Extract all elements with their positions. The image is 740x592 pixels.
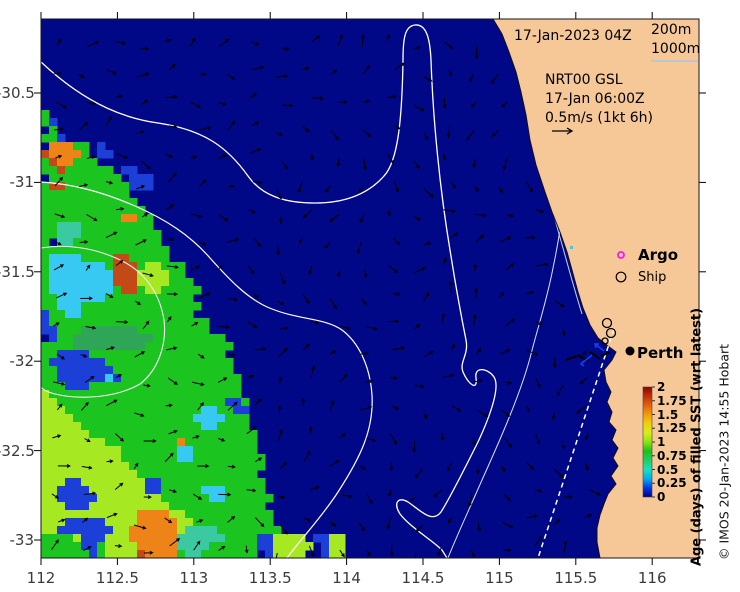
- sst-age-pixels: [41, 110, 346, 558]
- depth-label-200m: 200m: [651, 22, 692, 38]
- x-tick-label: 116: [637, 569, 667, 587]
- coastline: [492, 19, 619, 558]
- colorbar-tick-label: 0.75: [657, 448, 687, 463]
- colorbar-tick-label: 0.25: [657, 476, 687, 491]
- y-tick-label: -33: [9, 531, 35, 549]
- y-tick-label: -31.5: [0, 262, 35, 281]
- current-meter-arrows: [579, 343, 605, 367]
- vector-scale-label: 0.5m/s (1kt 6h): [545, 110, 654, 126]
- x-tick-label: 114.5: [401, 569, 445, 587]
- colorbar-tick-label: 1.5: [657, 407, 679, 422]
- x-tick-label: 115: [485, 569, 514, 587]
- legend-argo-label: Argo: [638, 246, 679, 264]
- ship-track-line: [537, 328, 615, 558]
- vector-scale-arrow: [552, 127, 574, 135]
- model-valid-time-label: 17-Jan 06:00Z: [545, 91, 645, 107]
- model-name-label: NRT00 GSL: [545, 72, 623, 88]
- colorbar-tick-label: 1: [657, 435, 666, 449]
- colorbar-tick-label: 0: [657, 490, 666, 504]
- x-tick-label: 115.5: [554, 569, 598, 587]
- legend-ship-label: Ship: [638, 270, 667, 285]
- colorbar-tick-label: 2: [657, 380, 666, 394]
- x-tick-label: 113.5: [248, 569, 292, 587]
- y-tick-label: -30.5: [0, 84, 35, 102]
- argo-marker-icon: [617, 251, 625, 259]
- depth-label-1000m: 1000m: [651, 41, 701, 57]
- perth-city-label: Perth: [637, 344, 684, 362]
- x-tick-label: 113: [179, 569, 209, 587]
- x-tick-label: 112: [26, 569, 56, 587]
- x-tick-label: 114: [332, 569, 361, 587]
- copyright-credit: © IMOS 20-Jan-2023 14:55 Hobart: [716, 343, 732, 561]
- y-tick-label: -31: [9, 173, 35, 192]
- colorbar-ticks: [652, 386, 655, 498]
- coastal-sst-speck: [570, 246, 573, 249]
- colorbar-tick-label: 0.5: [657, 462, 679, 477]
- y-tick-label: -32.5: [0, 441, 35, 460]
- colorbar-tick-label: 1.75: [657, 393, 687, 408]
- colorbar-title: Age (days) of filled SST (wrt latest): [689, 307, 705, 567]
- colorbar: [642, 386, 653, 498]
- ship-marker-icon: [615, 271, 627, 283]
- perth-city-dot: [625, 346, 635, 356]
- colorbar-tick-label: 1.25: [657, 421, 687, 436]
- x-tick-label: 112.5: [95, 569, 139, 587]
- observation-markers: [565, 317, 617, 367]
- y-tick-label: -32: [9, 352, 35, 371]
- plot-border: [40, 18, 700, 559]
- map-datetime-label: 17-Jan-2023 04Z: [514, 28, 632, 44]
- axis-ticks: [34, 12, 706, 565]
